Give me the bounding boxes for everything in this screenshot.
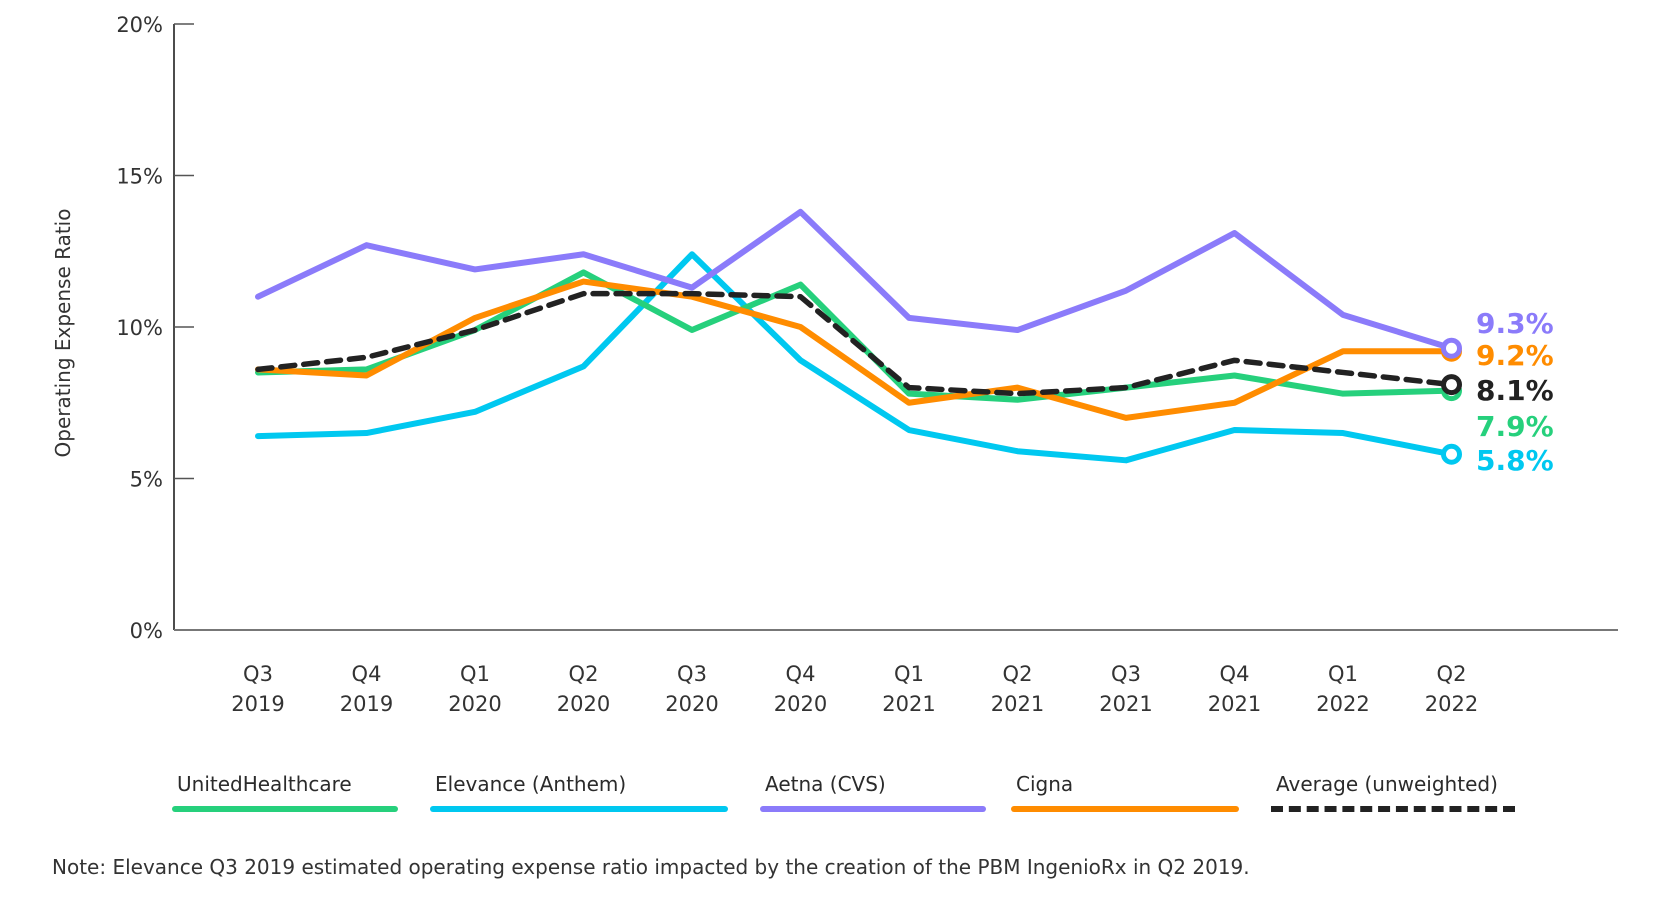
x-tick-label-year: 2019 bbox=[231, 692, 284, 716]
x-tick-label-year: 2021 bbox=[1208, 692, 1261, 716]
end-value-label-elevance-anthem: 5.8% bbox=[1476, 444, 1554, 477]
x-tick-label-year: 2022 bbox=[1425, 692, 1478, 716]
x-tick-label-quarter: Q2 bbox=[1437, 662, 1467, 686]
legend-label: Elevance (Anthem) bbox=[435, 772, 627, 796]
legend-item-average: Average (unweighted) bbox=[1271, 772, 1515, 812]
end-labels: 9.3%9.2%8.1%7.9%5.8% bbox=[1476, 307, 1554, 477]
legend-item-elevance: Elevance (Anthem) bbox=[430, 772, 728, 812]
series-line-average-unweighted bbox=[255, 290, 1455, 397]
x-tick-label-quarter: Q2 bbox=[1003, 662, 1033, 686]
x-tick-label-quarter: Q1 bbox=[460, 662, 490, 686]
legend-label: Average (unweighted) bbox=[1276, 772, 1498, 796]
y-axis-title: Operating Expense Ratio bbox=[51, 209, 75, 458]
series-end-marker-average-unweighted bbox=[1441, 374, 1462, 396]
x-tick-label-year: 2022 bbox=[1316, 692, 1369, 716]
legend-swatch bbox=[430, 806, 728, 812]
y-axis: 0% 5% 10% 15% 20% bbox=[116, 13, 194, 643]
legend-label: UnitedHealthcare bbox=[177, 772, 352, 796]
x-tick-label-year: 2021 bbox=[882, 692, 935, 716]
legend-swatch bbox=[1011, 806, 1239, 812]
legend-swatch bbox=[172, 806, 398, 812]
x-tick-label-year: 2020 bbox=[448, 692, 501, 716]
x-tick-label-quarter: Q4 bbox=[352, 662, 382, 686]
legend-label: Cigna bbox=[1016, 772, 1074, 796]
x-tick-label-year: 2020 bbox=[774, 692, 827, 716]
legend-label: Aetna (CVS) bbox=[765, 772, 886, 796]
legend-item-cigna: Cigna bbox=[1011, 772, 1239, 812]
x-tick-label-quarter: Q3 bbox=[677, 662, 707, 686]
x-tick-label-quarter: Q4 bbox=[786, 662, 816, 686]
series-end-marker-aetna-cvs bbox=[1441, 337, 1462, 359]
chart-note: Note: Elevance Q3 2019 estimated operati… bbox=[52, 855, 1250, 879]
end-value-label-average-unweighted: 8.1% bbox=[1476, 374, 1554, 407]
x-tick-label-quarter: Q1 bbox=[1328, 662, 1358, 686]
x-tick-label-year: 2019 bbox=[340, 692, 393, 716]
series-line-cigna bbox=[255, 278, 1455, 421]
end-value-label-unitedhealthcare: 7.9% bbox=[1476, 410, 1554, 443]
x-tick-label-quarter: Q3 bbox=[243, 662, 273, 686]
x-tick-label-year: 2020 bbox=[557, 692, 610, 716]
legend-item-unitedhealthcare: UnitedHealthcare bbox=[172, 772, 398, 812]
end-value-label-cigna: 9.2% bbox=[1476, 339, 1554, 372]
series-line-aetna-cvs bbox=[255, 208, 1455, 352]
x-axis: Q3 2019 Q4 2019 Q1 2020 Q2 2020 Q3 2020 Q4 2020 Q1 20… bbox=[174, 629, 1618, 716]
end-value-label-aetna-cvs: 9.3% bbox=[1476, 307, 1554, 340]
y-tick-label: 0% bbox=[130, 619, 163, 643]
x-tick-label-quarter: Q4 bbox=[1220, 662, 1250, 686]
x-tick-label-year: 2021 bbox=[991, 692, 1044, 716]
series-layer bbox=[255, 208, 1462, 465]
x-tick-label-quarter: Q3 bbox=[1111, 662, 1141, 686]
legend-swatch bbox=[760, 806, 986, 812]
line-chart: 0%5%10%15%20% Q32019Q42019Q12020Q22020Q3… bbox=[51, 13, 1618, 716]
x-tick-label-year: 2020 bbox=[665, 692, 718, 716]
legend-swatch bbox=[1271, 806, 1515, 812]
y-tick-label: 5% bbox=[130, 468, 163, 492]
x-tick-label-quarter: Q1 bbox=[894, 662, 924, 686]
y-tick-label: 15% bbox=[116, 165, 163, 189]
legend-item-aetna: Aetna (CVS) bbox=[760, 772, 986, 812]
series-end-marker-elevance-anthem bbox=[1441, 443, 1462, 465]
y-tick-label: 10% bbox=[116, 316, 163, 340]
x-tick-label-quarter: Q2 bbox=[569, 662, 599, 686]
series-line-elevance-anthem bbox=[255, 251, 1455, 464]
y-tick-label: 20% bbox=[116, 13, 163, 37]
legend: UnitedHealthcare Elevance (Anthem) Aetna… bbox=[0, 772, 1667, 832]
x-tick-label-year: 2021 bbox=[1099, 692, 1152, 716]
